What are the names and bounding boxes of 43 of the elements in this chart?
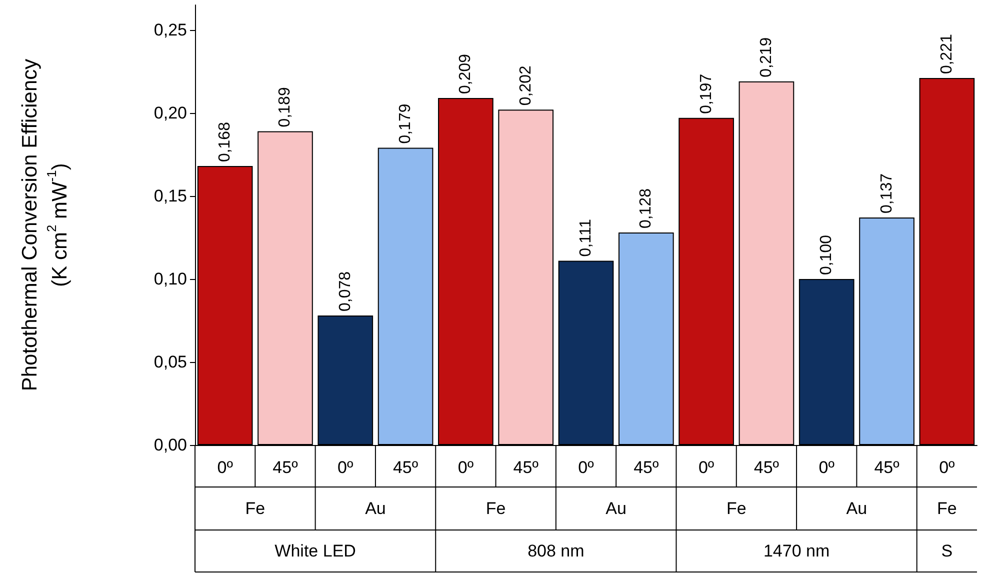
y-tick-label: 0,15 <box>154 186 187 206</box>
x-tick-label: 0º <box>818 458 834 477</box>
data-label: 0,221 <box>938 34 956 74</box>
x-tick-label: 0º <box>217 458 233 477</box>
data-label: 0,189 <box>276 87 294 128</box>
data-label: 0,100 <box>818 234 836 275</box>
text: Fe <box>245 499 266 518</box>
text: White LED <box>274 542 356 560</box>
x-tick-label: 45º <box>634 458 659 477</box>
text: S <box>941 542 953 560</box>
x-tick-label: 45º <box>272 458 298 477</box>
data-label: 0,197 <box>698 74 715 114</box>
y-tick-label: 0,10 <box>154 269 187 288</box>
x-tick-label: 45º <box>874 458 900 477</box>
data-label: 0,219 <box>758 37 775 78</box>
text: Fe <box>726 499 746 518</box>
text: Au <box>606 499 626 518</box>
y-tick-label: 0,05 <box>154 352 187 372</box>
data-label: 0,078 <box>336 271 354 312</box>
x-tick-label: 45º <box>513 458 538 477</box>
data-label: 0,111 <box>578 218 594 257</box>
y-tick-label: 0,20 <box>154 103 187 122</box>
data-label: 0,128 <box>638 188 655 228</box>
data-label: 0,202 <box>517 65 534 106</box>
x-tick-label: 45º <box>392 458 418 477</box>
data-label: 0,168 <box>216 122 234 162</box>
text: Au <box>365 499 386 518</box>
text: Fe <box>486 499 506 518</box>
y-tick-label: 0,00 <box>154 436 187 454</box>
text: 808 nm <box>528 542 584 560</box>
x-tick-label: 45º <box>754 458 780 477</box>
x-tick-label: 0º <box>939 458 955 477</box>
text: 1470 nm <box>763 542 830 560</box>
x-tick-label: 0º <box>338 458 354 477</box>
text: Fe <box>937 499 957 518</box>
data-label: 0,209 <box>457 54 474 94</box>
x-tick-label: 0º <box>458 458 474 477</box>
x-tick-label: 0º <box>578 458 594 477</box>
data-label: 0,137 <box>878 173 896 214</box>
y-tick-label: 0,25 <box>154 20 187 40</box>
text: Au <box>846 499 868 518</box>
x-tick-label: 0º <box>698 458 714 477</box>
data-label: 0,179 <box>397 104 414 144</box>
